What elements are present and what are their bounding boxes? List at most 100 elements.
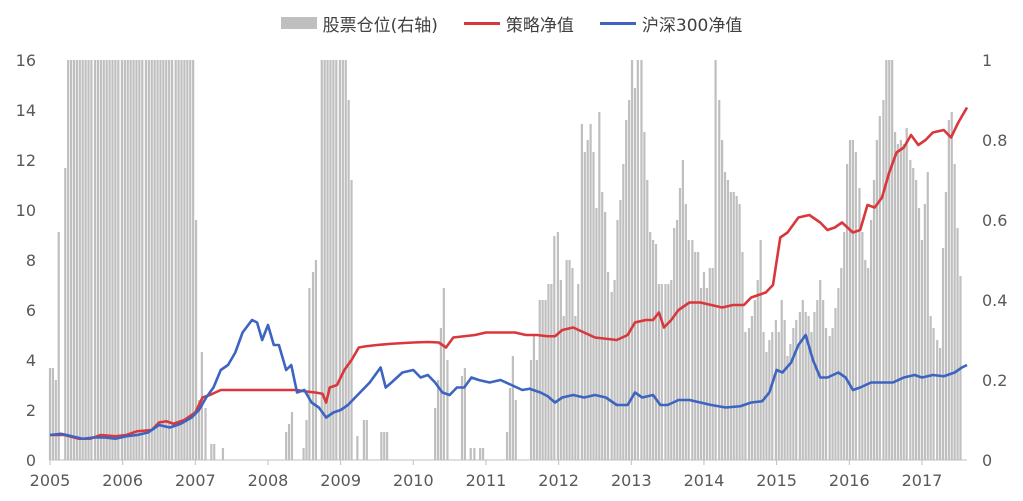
position-bar [197, 400, 201, 460]
position-bar [102, 60, 105, 460]
position-bar [628, 100, 631, 460]
position-bar [571, 268, 574, 460]
position-bar [953, 164, 956, 460]
position-bar [362, 420, 365, 460]
position-bar [721, 140, 724, 460]
position-bar [170, 60, 174, 460]
position-bar [834, 308, 837, 460]
position-bar [99, 60, 102, 460]
position-bar [694, 252, 697, 460]
position-bar [473, 448, 476, 460]
position-bar [936, 340, 939, 460]
position-bar [869, 220, 873, 460]
position-bar [956, 228, 959, 460]
position-bar [816, 300, 819, 460]
position-bar [792, 328, 795, 460]
position-bar [858, 188, 861, 460]
y-left-tick-label: 14 [16, 101, 36, 120]
y-left-tick-label: 12 [16, 151, 36, 170]
position-bar [633, 88, 637, 460]
position-bar [851, 140, 855, 460]
position-bar [320, 60, 323, 460]
legend: 股票仓位(右轴) 策略净值 沪深300净值 [0, 10, 1023, 36]
position-bar [909, 160, 912, 460]
position-bar [915, 180, 918, 460]
position-bar [547, 284, 550, 460]
position-bar [819, 280, 822, 460]
position-bar [380, 432, 383, 460]
position-bar [654, 244, 658, 460]
position-bar [350, 180, 353, 460]
position-bar [285, 432, 288, 460]
position-bar [129, 60, 132, 460]
position-bar [469, 448, 472, 460]
position-bar [891, 60, 894, 460]
x-tick-label: 2015 [756, 471, 797, 490]
position-bar [657, 284, 661, 460]
position-bar [625, 120, 628, 460]
position-bar [562, 316, 565, 460]
position-bar [824, 328, 828, 460]
y-right-tick-label: 0.2 [982, 371, 1007, 390]
position-bar [828, 336, 831, 460]
position-bar [678, 188, 682, 460]
position-bar [75, 60, 78, 460]
position-bar [153, 60, 156, 460]
position-bar [51, 368, 55, 460]
position-bar [846, 164, 849, 460]
y-left-tick-label: 4 [26, 351, 36, 370]
position-bar [386, 432, 389, 460]
y-left-tick-label: 6 [26, 301, 36, 320]
position-bar [681, 160, 684, 460]
position-bar [341, 60, 344, 460]
position-bar [580, 124, 583, 460]
position-bar [652, 240, 655, 460]
position-bar [640, 60, 643, 460]
position-bar [505, 432, 509, 460]
position-bar [604, 212, 607, 460]
position-bar [186, 60, 189, 460]
position-bar [741, 252, 744, 460]
position-bar [848, 140, 852, 460]
position-bar [365, 420, 368, 460]
position-bar [541, 300, 544, 460]
position-bar [329, 60, 332, 460]
position-bar [544, 300, 547, 460]
position-bar [843, 232, 846, 460]
position-bar [87, 60, 90, 460]
position-bar [54, 380, 57, 460]
position-bar [875, 140, 878, 460]
position-bar [156, 60, 159, 460]
position-bar [923, 204, 926, 460]
position-bar [290, 412, 294, 460]
x-tick-label: 2010 [393, 471, 434, 490]
position-bar [807, 316, 810, 460]
position-bar [574, 316, 577, 460]
position-bar [714, 60, 717, 460]
position-bar [314, 260, 318, 460]
position-bar [726, 180, 730, 460]
position-bar [732, 192, 735, 460]
x-tick-label: 2012 [538, 471, 579, 490]
position-bar [723, 172, 727, 460]
position-bar [529, 360, 533, 460]
position-bar [684, 204, 687, 460]
legend-label-strategy: 策略净值 [505, 15, 574, 36]
position-bar [768, 340, 771, 460]
position-bar [702, 272, 706, 460]
position-bar [762, 332, 765, 460]
position-bar [831, 328, 834, 460]
legend-label-position: 股票仓位(右轴) [322, 15, 438, 36]
position-bar [556, 232, 560, 460]
position-bar [532, 336, 536, 460]
position-bar [756, 280, 759, 460]
position-bar [356, 436, 359, 460]
y-right-tick-label: 0 [982, 451, 992, 470]
position-bar [565, 260, 568, 460]
position-bar [926, 172, 929, 460]
position-bar [67, 60, 70, 460]
position-bar [729, 192, 732, 460]
position-bar [941, 248, 945, 460]
